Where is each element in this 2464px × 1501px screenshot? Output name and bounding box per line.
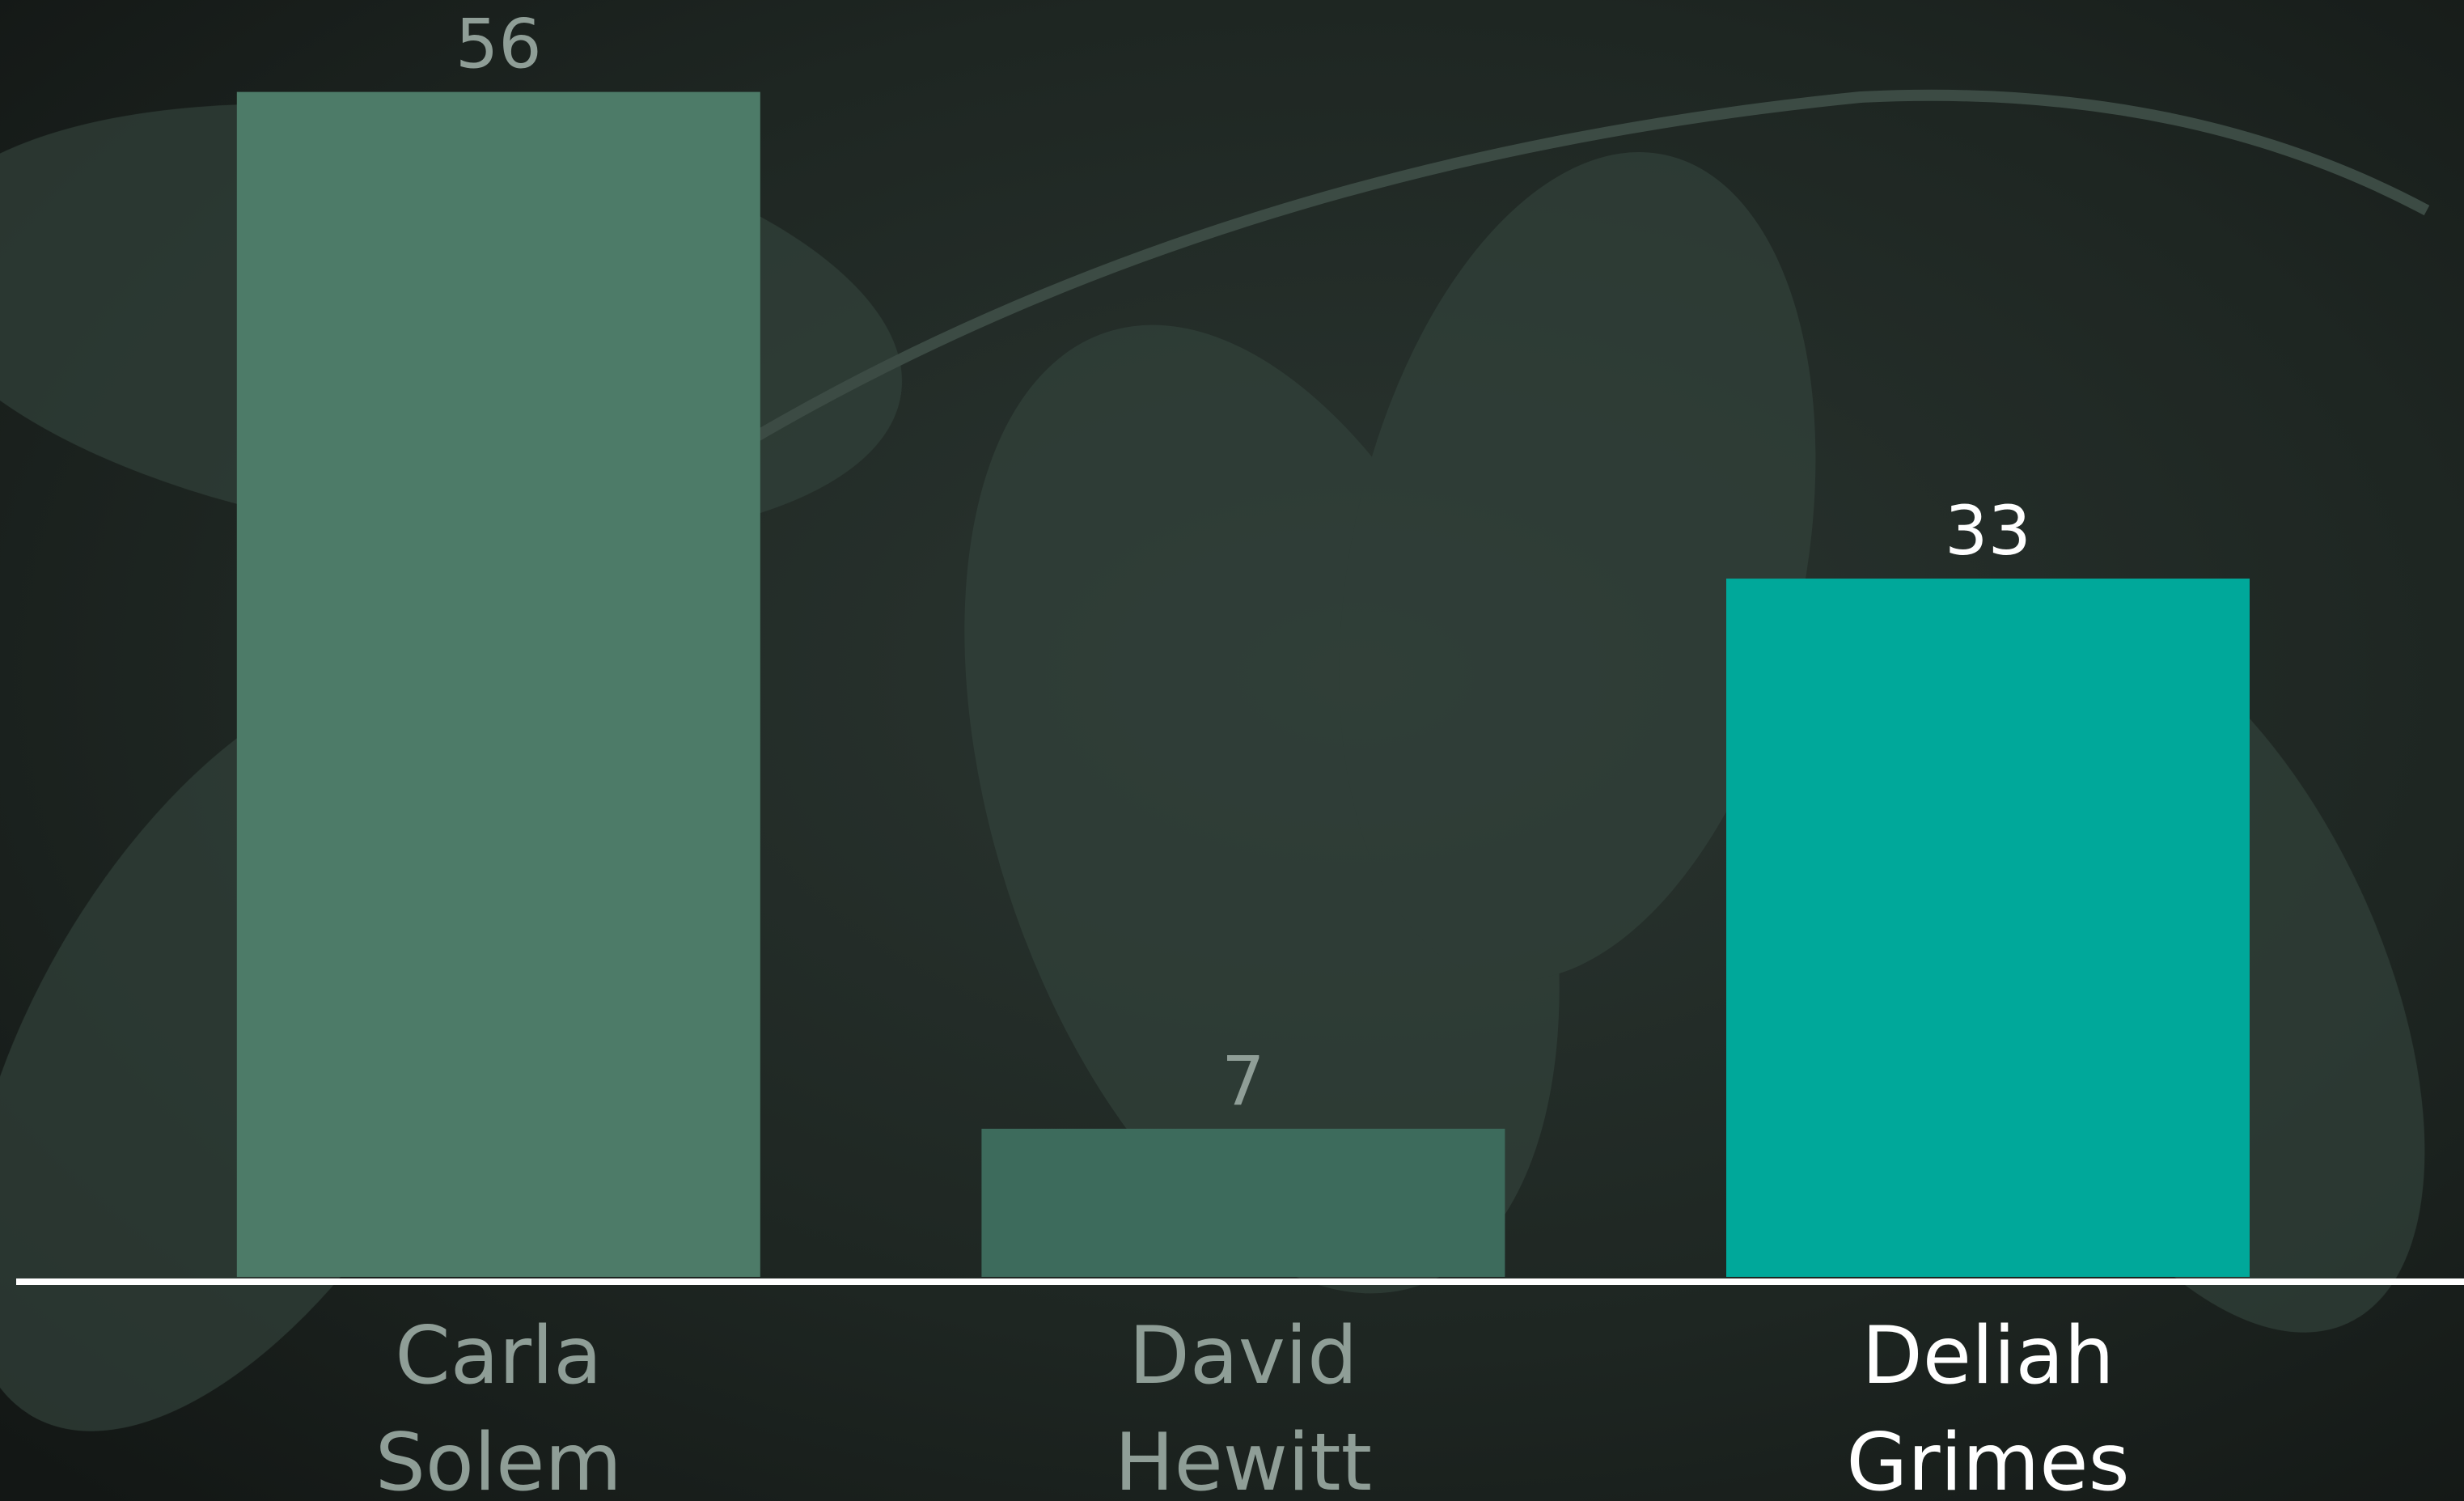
value-label: 7 (1221, 1041, 1264, 1121)
x-tick-label: Carla Solem (375, 1310, 622, 1501)
value-label: 56 (455, 5, 542, 84)
value-label: 33 (1945, 491, 2031, 570)
x-tick-label: Deliah Grimes (1846, 1310, 2130, 1501)
bar (236, 91, 760, 1278)
stem-decoration (725, 89, 2430, 459)
bar (981, 1128, 1505, 1277)
bar (1726, 579, 2250, 1277)
x-tick-label: David Hewitt (1114, 1310, 1372, 1501)
